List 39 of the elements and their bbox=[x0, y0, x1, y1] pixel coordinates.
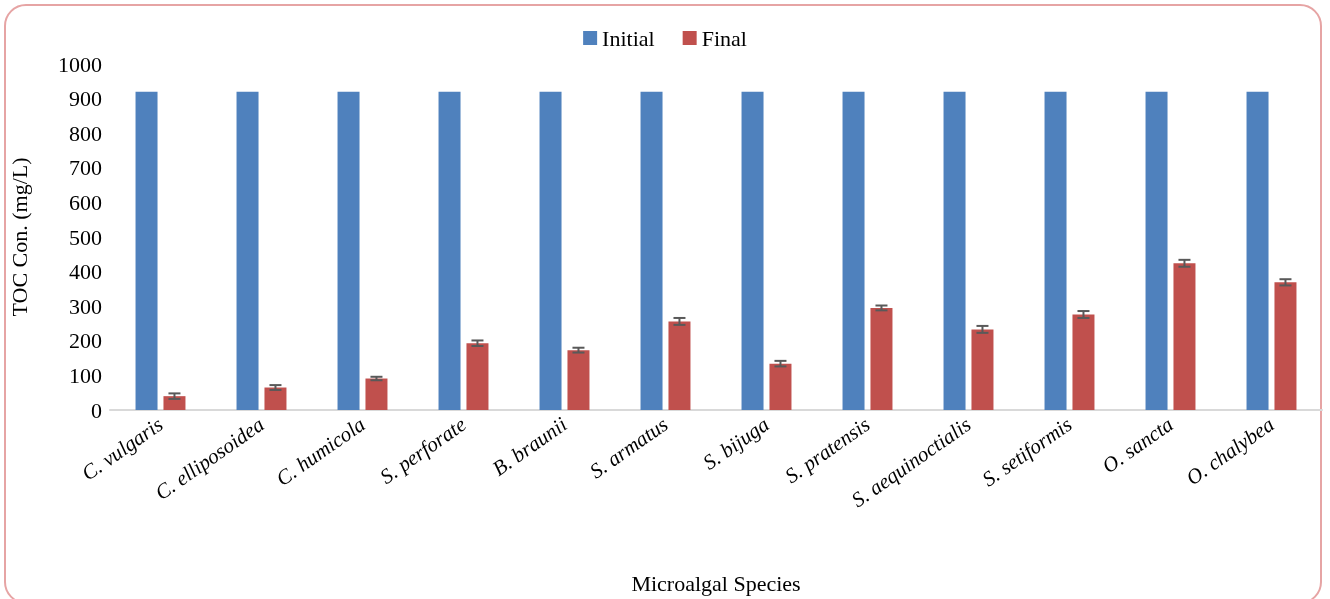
bar bbox=[163, 396, 186, 410]
bar bbox=[741, 91, 764, 410]
bar bbox=[1145, 91, 1168, 410]
bar bbox=[668, 321, 691, 410]
y-tick-label: 500 bbox=[69, 224, 102, 250]
y-tick-label: 100 bbox=[69, 362, 102, 388]
bar bbox=[1072, 314, 1095, 410]
bar bbox=[365, 378, 388, 410]
y-tick-label: 200 bbox=[69, 328, 102, 354]
y-tick-label: 300 bbox=[69, 293, 102, 319]
bar bbox=[870, 307, 893, 410]
bar bbox=[640, 91, 663, 410]
bar bbox=[438, 91, 461, 410]
y-tick-label: 800 bbox=[69, 120, 102, 146]
bar bbox=[769, 363, 792, 410]
y-tick-label: 0 bbox=[91, 397, 102, 423]
bar bbox=[1044, 91, 1067, 410]
bar bbox=[971, 329, 994, 410]
bar bbox=[466, 343, 489, 410]
bar bbox=[1246, 91, 1269, 410]
y-tick-label: 900 bbox=[69, 86, 102, 112]
bar bbox=[135, 91, 158, 410]
legend-label: Final bbox=[701, 25, 747, 51]
bar bbox=[264, 387, 287, 410]
x-axis-title: Microalgal Species bbox=[631, 570, 801, 596]
y-tick-label: 400 bbox=[69, 259, 102, 285]
bar bbox=[842, 91, 865, 410]
y-axis-title: TOC Con. (mg/L) bbox=[6, 157, 32, 317]
bar bbox=[1173, 263, 1196, 410]
y-tick-label: 700 bbox=[69, 155, 102, 181]
legend-label: Initial bbox=[602, 25, 655, 51]
bar bbox=[337, 91, 360, 410]
bar bbox=[539, 91, 562, 410]
bar bbox=[236, 91, 259, 410]
bar bbox=[1274, 282, 1297, 410]
bar bbox=[943, 91, 966, 410]
bar bbox=[567, 350, 590, 410]
y-tick-label: 600 bbox=[69, 189, 102, 215]
y-tick-label: 1000 bbox=[58, 51, 102, 77]
